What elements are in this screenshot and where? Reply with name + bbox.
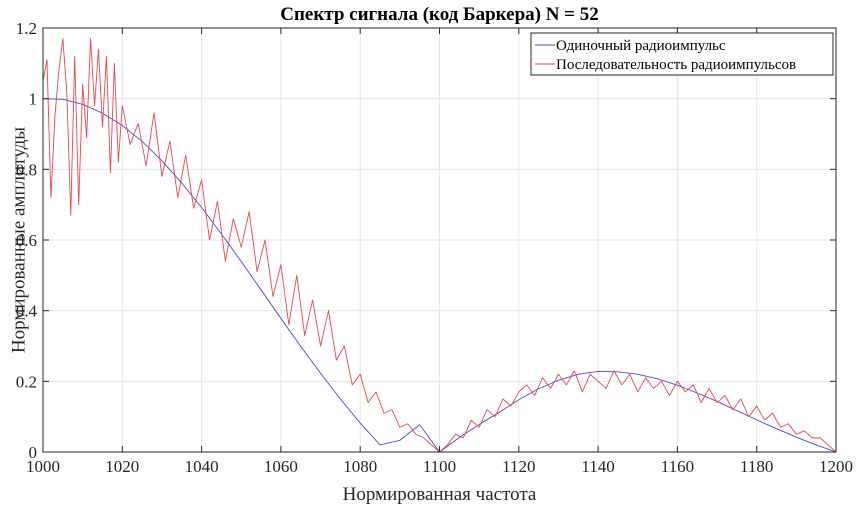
y-tick-label: 0.6: [16, 231, 37, 250]
y-tick-label: 0.4: [16, 302, 38, 321]
x-tick-label: 1080: [343, 457, 377, 476]
x-tick-label: 1000: [26, 457, 60, 476]
x-tick-label: 1200: [819, 457, 853, 476]
x-tick-label: 1060: [264, 457, 298, 476]
x-axis-label: Нормированная частота: [343, 484, 537, 505]
y-tick-label: 1.2: [16, 19, 37, 38]
y-tick-label: 1: [29, 90, 38, 109]
x-tick-label: 1040: [185, 457, 219, 476]
x-tick-label: 1100: [423, 457, 456, 476]
legend-label-pulse-sequence: Последовательность радиоимпульсов: [556, 57, 796, 73]
x-tick-label: 1140: [581, 457, 614, 476]
y-axis-label: Нормированные амплитуды: [9, 127, 30, 353]
x-tick-label: 1120: [502, 457, 535, 476]
x-tick-label: 1180: [740, 457, 773, 476]
legend-label-single-pulse: Одиночный радиоимпульс: [556, 38, 726, 54]
ticks: 1000 1020 1040 1060 1080 1100 1120 1140 1160 1180…: [16, 19, 853, 476]
y-tick-label: 0.8: [16, 160, 37, 179]
legend-box: [530, 32, 834, 76]
y-tick-label: 0.2: [16, 372, 37, 391]
chart-title: Спектр сигнала (код Баркера) N = 52: [280, 4, 599, 25]
y-tick-label: 0: [29, 443, 38, 462]
x-tick-label: 1020: [105, 457, 139, 476]
series-line-pulse-sequence: [42, 38, 837, 453]
x-tick-label: 1160: [661, 457, 694, 476]
legend: Одиночный радиоимпульс Последовательност…: [530, 32, 834, 76]
